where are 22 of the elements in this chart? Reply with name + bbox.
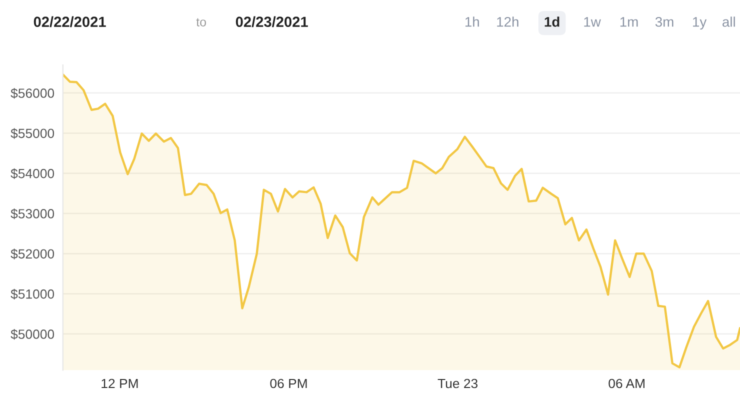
text: 12h (497, 16, 518, 27)
y-tick-label: $56000 (10, 88, 54, 99)
y-tick-label: $50000 (10, 329, 54, 340)
text: all (722, 16, 735, 27)
y-tick-label: $55000 (10, 128, 54, 139)
text: 1m (620, 17, 638, 27)
text: 3m (655, 16, 674, 27)
x-tick-label: 06 AM (608, 378, 644, 388)
text: 1y (693, 17, 707, 30)
text: 02/23/2021 (236, 16, 308, 28)
y-tick-label: $52000 (10, 248, 54, 260)
x-tick-label: 06 PM (270, 378, 307, 388)
text: 1d (544, 16, 560, 27)
text: 1h (465, 16, 479, 27)
text: to (196, 18, 206, 26)
y-tick-label: $54000 (10, 168, 54, 180)
y-tick-label: $53000 (10, 208, 54, 220)
x-tick-label: 12 PM (102, 378, 138, 388)
x-tick-label: Tue 23 (438, 378, 478, 388)
y-tick-label: $51000 (10, 288, 54, 300)
text: 1w (584, 17, 601, 27)
text: 02/22/2021 (34, 16, 106, 28)
